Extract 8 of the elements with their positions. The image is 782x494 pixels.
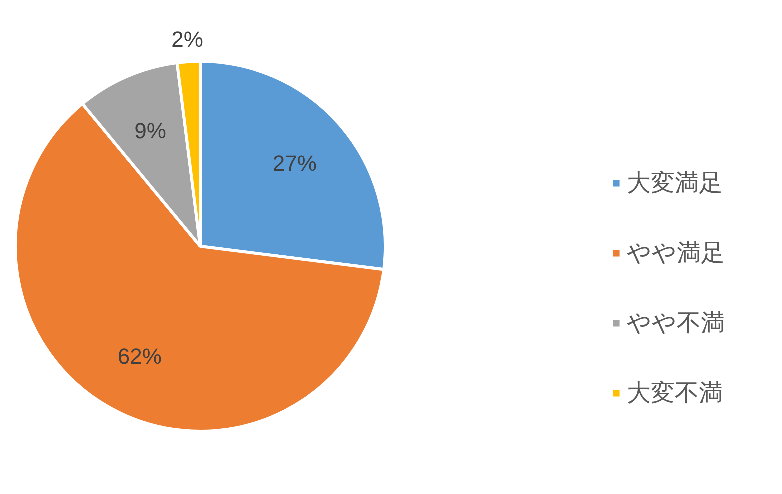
data-label: 62% xyxy=(118,344,162,370)
data-label: 2% xyxy=(172,27,204,52)
data-label: 9% xyxy=(134,118,166,144)
legend-label: 大変満足 xyxy=(627,168,723,199)
legend-label: やや不満 xyxy=(627,308,725,339)
legend-label: 大変不満 xyxy=(627,378,723,409)
legend-label: やや満足 xyxy=(627,238,725,269)
data-label: 27% xyxy=(272,150,317,176)
